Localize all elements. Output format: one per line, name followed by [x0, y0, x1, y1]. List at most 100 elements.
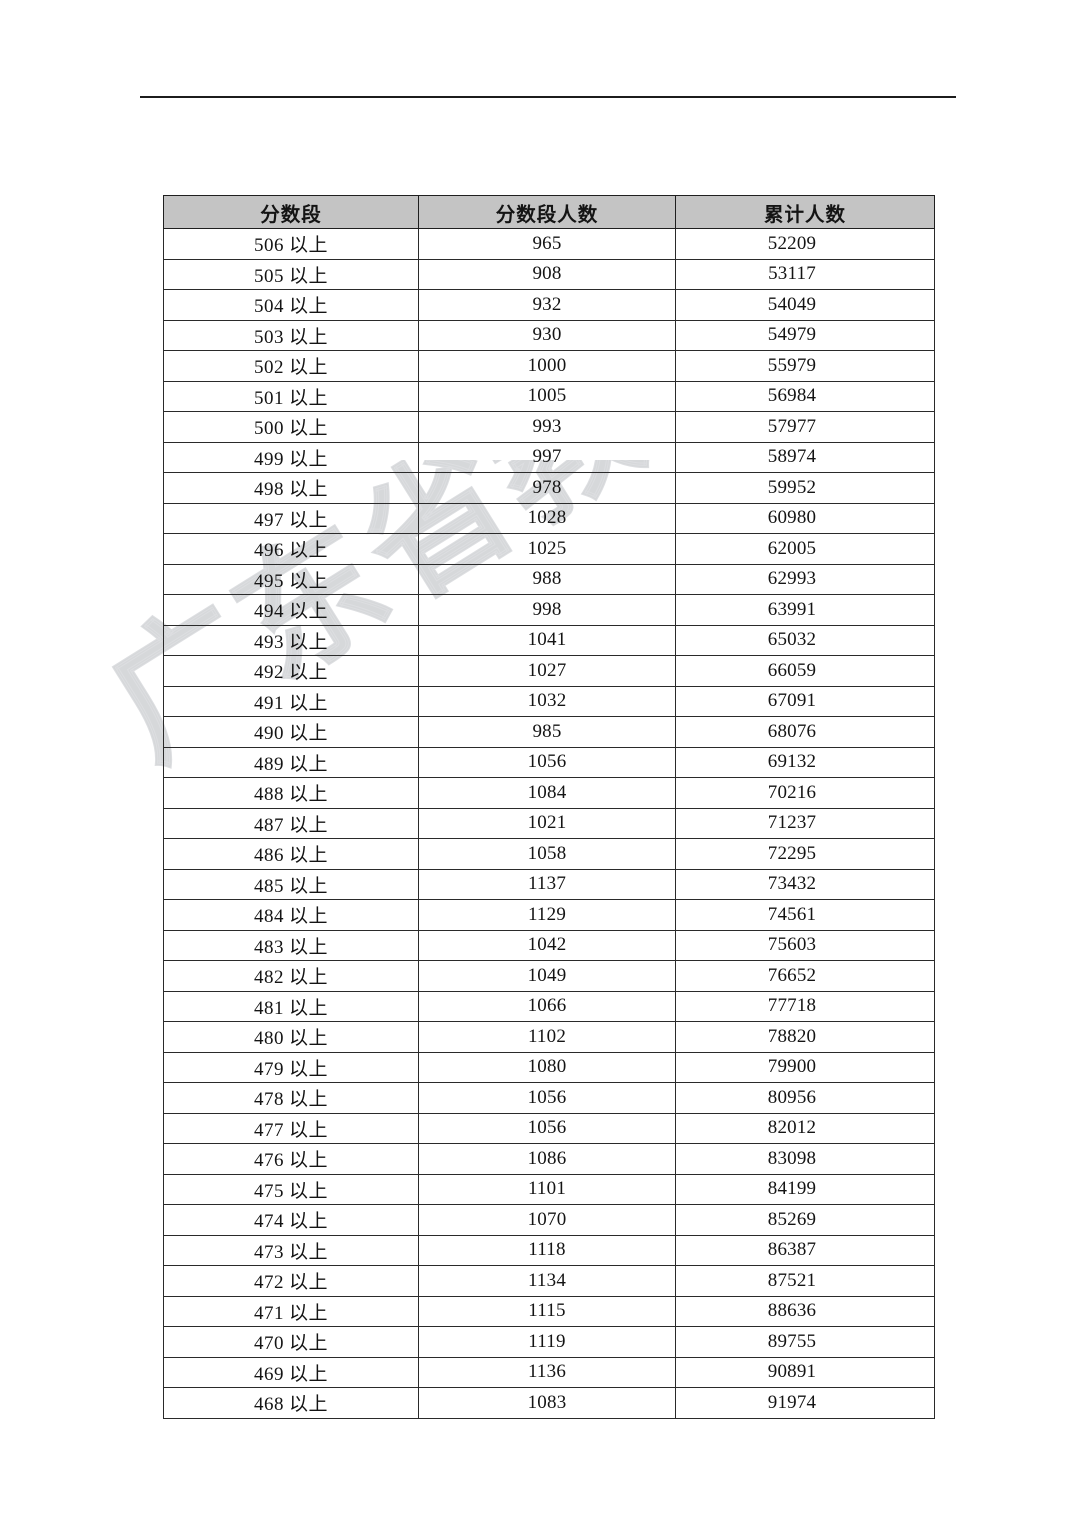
- cell-score-band: 494 以上: [163, 594, 419, 626]
- table-row: 502 以上 1000 55979: [163, 350, 935, 382]
- score-band-suffix: 以上: [288, 1241, 328, 1263]
- table-row: 495 以上 988 62993: [163, 563, 935, 595]
- cell-band-count: 985: [418, 716, 676, 748]
- cell-cumulative-count: 58974: [675, 441, 935, 473]
- cell-band-count: 1118: [418, 1234, 676, 1266]
- score-band-suffix: 以上: [288, 1058, 328, 1080]
- score-band-suffix: 以上: [288, 784, 328, 806]
- cell-score-band: 491 以上: [163, 685, 419, 717]
- cell-band-count: 1086: [418, 1143, 676, 1175]
- score-band-suffix: 以上: [288, 875, 328, 897]
- cell-score-band: 488 以上: [163, 777, 419, 809]
- cell-band-count: 1080: [418, 1051, 676, 1083]
- score-band-value: 503: [253, 326, 284, 348]
- cell-score-band: 496 以上: [163, 533, 419, 565]
- score-band-suffix: 以上: [288, 1272, 328, 1294]
- cell-score-band: 499 以上: [163, 441, 419, 473]
- cell-band-count: 965: [418, 228, 676, 260]
- cell-band-count: 1083: [418, 1387, 676, 1419]
- cell-band-count: 1005: [418, 380, 676, 412]
- cell-score-band: 489 以上: [163, 746, 419, 778]
- cell-band-count: 1119: [418, 1326, 676, 1358]
- cell-cumulative-count: 85269: [675, 1204, 935, 1236]
- table-row: 501 以上 1005 56984: [163, 380, 935, 412]
- table-row: 469 以上 1136 90891: [163, 1356, 935, 1388]
- cell-score-band: 476 以上: [163, 1143, 419, 1175]
- cell-band-count: 1115: [418, 1295, 676, 1327]
- score-band-value: 472: [253, 1272, 284, 1294]
- table-header-row: 分数段 分数段人数 累计人数: [163, 195, 935, 229]
- score-band-suffix: 以上: [288, 1089, 328, 1111]
- score-band-suffix: 以上: [288, 814, 328, 836]
- score-band-value: 490: [253, 723, 284, 745]
- cell-band-count: 1066: [418, 990, 676, 1022]
- score-band-suffix: 以上: [288, 479, 328, 501]
- cell-band-count: 988: [418, 563, 676, 595]
- cell-cumulative-count: 71237: [675, 807, 935, 839]
- score-band-suffix: 以上: [288, 387, 328, 409]
- score-band-suffix: 以上: [288, 1363, 328, 1385]
- score-band-value: 486: [253, 845, 284, 867]
- cell-cumulative-count: 63991: [675, 594, 935, 626]
- cell-score-band: 473 以上: [163, 1234, 419, 1266]
- score-band-value: 491: [253, 692, 284, 714]
- cell-cumulative-count: 88636: [675, 1295, 935, 1327]
- cell-cumulative-count: 90891: [675, 1356, 935, 1388]
- table-row: 492 以上 1027 66059: [163, 655, 935, 687]
- cell-band-count: 1042: [418, 929, 676, 961]
- score-band-value: 474: [253, 1211, 284, 1233]
- score-band-value: 500: [253, 418, 284, 440]
- score-band-suffix: 以上: [288, 936, 328, 958]
- cell-score-band: 490 以上: [163, 716, 419, 748]
- cell-cumulative-count: 56984: [675, 380, 935, 412]
- cell-band-count: 1000: [418, 350, 676, 382]
- score-band-value: 469: [253, 1363, 284, 1385]
- score-band-suffix: 以上: [288, 1150, 328, 1172]
- cell-band-count: 1136: [418, 1356, 676, 1388]
- score-band-suffix: 以上: [288, 448, 328, 470]
- cell-cumulative-count: 54049: [675, 289, 935, 321]
- cell-cumulative-count: 73432: [675, 868, 935, 900]
- table-row: 493 以上 1041 65032: [163, 624, 935, 656]
- table-header: 分数段 分数段人数 累计人数: [163, 195, 935, 229]
- score-band-value: 495: [253, 570, 284, 592]
- score-band-value: 493: [253, 631, 284, 653]
- cell-cumulative-count: 76652: [675, 960, 935, 992]
- score-band-suffix: 以上: [288, 997, 328, 1019]
- score-band-suffix: 以上: [288, 326, 328, 348]
- cell-band-count: 932: [418, 289, 676, 321]
- cell-score-band: 480 以上: [163, 1021, 419, 1053]
- table-row: 504 以上 932 54049: [163, 289, 935, 321]
- score-band-value: 496: [253, 540, 284, 562]
- score-band-value: 476: [253, 1150, 284, 1172]
- cell-score-band: 471 以上: [163, 1295, 419, 1327]
- cell-score-band: 469 以上: [163, 1356, 419, 1388]
- cell-band-count: 1032: [418, 685, 676, 717]
- cell-band-count: 1129: [418, 899, 676, 931]
- cell-cumulative-count: 57977: [675, 411, 935, 443]
- cell-score-band: 470 以上: [163, 1326, 419, 1358]
- score-band-suffix: 以上: [288, 723, 328, 745]
- cell-cumulative-count: 89755: [675, 1326, 935, 1358]
- cell-band-count: 1028: [418, 502, 676, 534]
- table-row: 471 以上 1115 88636: [163, 1295, 935, 1327]
- score-band-suffix: 以上: [288, 845, 328, 867]
- cell-cumulative-count: 62993: [675, 563, 935, 595]
- cell-cumulative-count: 87521: [675, 1265, 935, 1297]
- cell-score-band: 502 以上: [163, 350, 419, 382]
- cell-score-band: 484 以上: [163, 899, 419, 931]
- score-band-value: 498: [253, 479, 284, 501]
- cell-score-band: 481 以上: [163, 990, 419, 1022]
- cell-score-band: 483 以上: [163, 929, 419, 961]
- cell-score-band: 493 以上: [163, 624, 419, 656]
- cell-cumulative-count: 60980: [675, 502, 935, 534]
- cell-cumulative-count: 82012: [675, 1112, 935, 1144]
- score-band-suffix: 以上: [288, 570, 328, 592]
- table-row: 505 以上 908 53117: [163, 258, 935, 290]
- table-row: 483 以上 1042 75603: [163, 929, 935, 961]
- score-band-suffix: 以上: [288, 265, 328, 287]
- cell-cumulative-count: 59952: [675, 472, 935, 504]
- cell-cumulative-count: 77718: [675, 990, 935, 1022]
- cell-band-count: 1137: [418, 868, 676, 900]
- cell-cumulative-count: 84199: [675, 1173, 935, 1205]
